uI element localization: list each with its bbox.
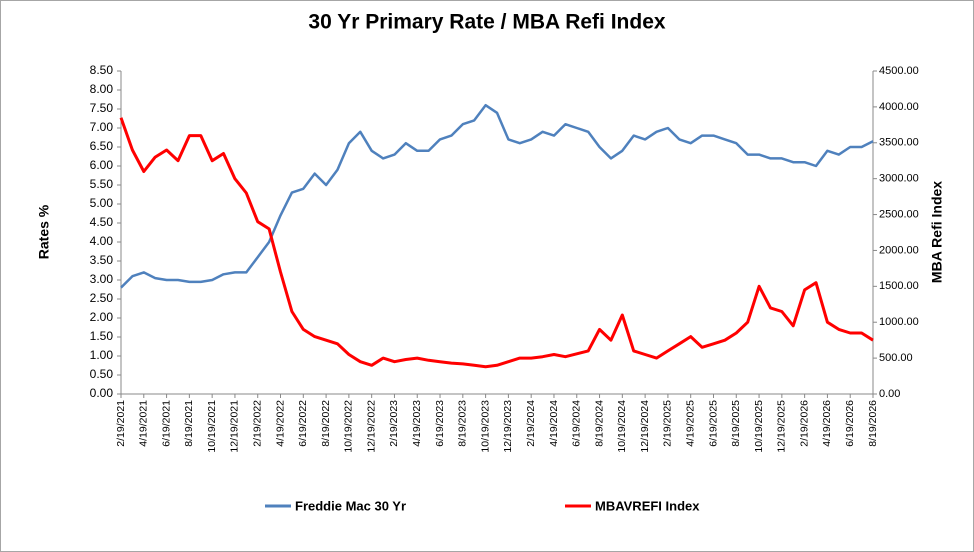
x-tick-label: 12/19/2021 <box>229 400 241 453</box>
series-line <box>120 103 874 289</box>
x-tick-label: 6/19/2024 <box>571 400 583 447</box>
legend-label: MBAVREFI Index <box>595 498 700 513</box>
x-tick-label: 8/19/2024 <box>593 400 605 447</box>
x-tick-label: 4/19/2023 <box>411 400 423 447</box>
y-tick-label: 1.00 <box>90 348 114 362</box>
y-tick-label: 2.00 <box>90 310 114 324</box>
x-tick-label: 12/19/2025 <box>776 400 788 453</box>
x-tick-label: 8/19/2026 <box>867 400 879 447</box>
y2-tick-label: 2000.00 <box>879 244 919 256</box>
x-tick-label: 8/19/2021 <box>183 400 195 447</box>
x-tick-label: 2/19/2024 <box>525 400 537 447</box>
y-tick-label: 5.50 <box>90 177 114 191</box>
y2-tick-label: 3500.00 <box>879 137 919 149</box>
y2-tick-label: 1000.00 <box>879 316 919 328</box>
y-tick-label: 8.50 <box>90 63 114 77</box>
x-tick-label: 6/19/2026 <box>844 400 856 447</box>
y2-tick-label: 4500.00 <box>879 65 919 77</box>
x-tick-label: 12/19/2023 <box>502 400 514 453</box>
x-tick-label: 2/19/2021 <box>115 400 127 447</box>
y-tick-label: 4.00 <box>90 234 114 248</box>
x-tick-label: 4/19/2026 <box>821 400 833 447</box>
x-tick-label: 4/19/2025 <box>684 400 696 447</box>
y2-tick-label: 1500.00 <box>879 280 919 292</box>
y-tick-label: 7.50 <box>90 101 114 115</box>
y-tick-label: 4.50 <box>90 215 114 229</box>
y-tick-label: 1.50 <box>90 329 114 343</box>
x-tick-label: 8/19/2023 <box>457 400 469 447</box>
x-tick-label: 12/19/2024 <box>639 400 651 453</box>
chart-title: 30 Yr Primary Rate / MBA Refi Index <box>308 11 665 34</box>
x-tick-label: 2/19/2025 <box>662 400 674 447</box>
series-line <box>119 117 874 369</box>
x-tick-label: 2/19/2026 <box>798 400 810 447</box>
x-tick-label: 10/19/2023 <box>479 400 491 453</box>
y-tick-label: 2.50 <box>90 291 114 305</box>
x-tick-label: 2/19/2023 <box>388 400 400 447</box>
y-axis-title: Rates % <box>36 204 52 259</box>
y2-tick-label: 3000.00 <box>879 173 919 185</box>
y-tick-label: 3.00 <box>90 272 114 286</box>
y2-tick-label: 0.00 <box>879 388 900 400</box>
y-tick-label: 6.50 <box>90 139 114 153</box>
x-tick-label: 4/19/2021 <box>138 400 150 447</box>
x-tick-label: 10/19/2024 <box>616 400 628 453</box>
y-tick-label: 6.00 <box>90 158 114 172</box>
y2-tick-label: 4000.00 <box>879 101 919 113</box>
x-tick-label: 10/19/2025 <box>753 400 765 453</box>
x-tick-label: 6/19/2023 <box>434 400 446 447</box>
x-tick-label: 6/19/2025 <box>707 400 719 447</box>
x-tick-label: 2/19/2022 <box>252 400 264 447</box>
x-tick-label: 8/19/2025 <box>730 400 742 447</box>
x-tick-label: 6/19/2021 <box>160 400 172 447</box>
y2-tick-label: 500.00 <box>879 352 913 364</box>
y-tick-label: 0.00 <box>90 386 114 400</box>
x-tick-label: 12/19/2022 <box>365 400 377 453</box>
y-tick-label: 7.00 <box>90 120 114 134</box>
x-tick-label: 6/19/2022 <box>297 400 309 447</box>
y-tick-label: 8.00 <box>90 82 114 96</box>
x-tick-label: 10/19/2021 <box>206 400 218 453</box>
x-tick-label: 8/19/2022 <box>320 400 332 447</box>
x-tick-label: 10/19/2022 <box>343 400 355 453</box>
legend-label: Freddie Mac 30 Yr <box>295 498 406 513</box>
x-tick-label: 4/19/2022 <box>274 400 286 447</box>
x-tick-label: 4/19/2024 <box>548 400 560 447</box>
y-tick-label: 3.50 <box>90 253 114 267</box>
y2-axis-title: MBA Refi Index <box>929 181 945 283</box>
y-tick-label: 0.50 <box>90 367 114 381</box>
y-tick-label: 5.00 <box>90 196 114 210</box>
y2-tick-label: 2500.00 <box>879 208 919 220</box>
